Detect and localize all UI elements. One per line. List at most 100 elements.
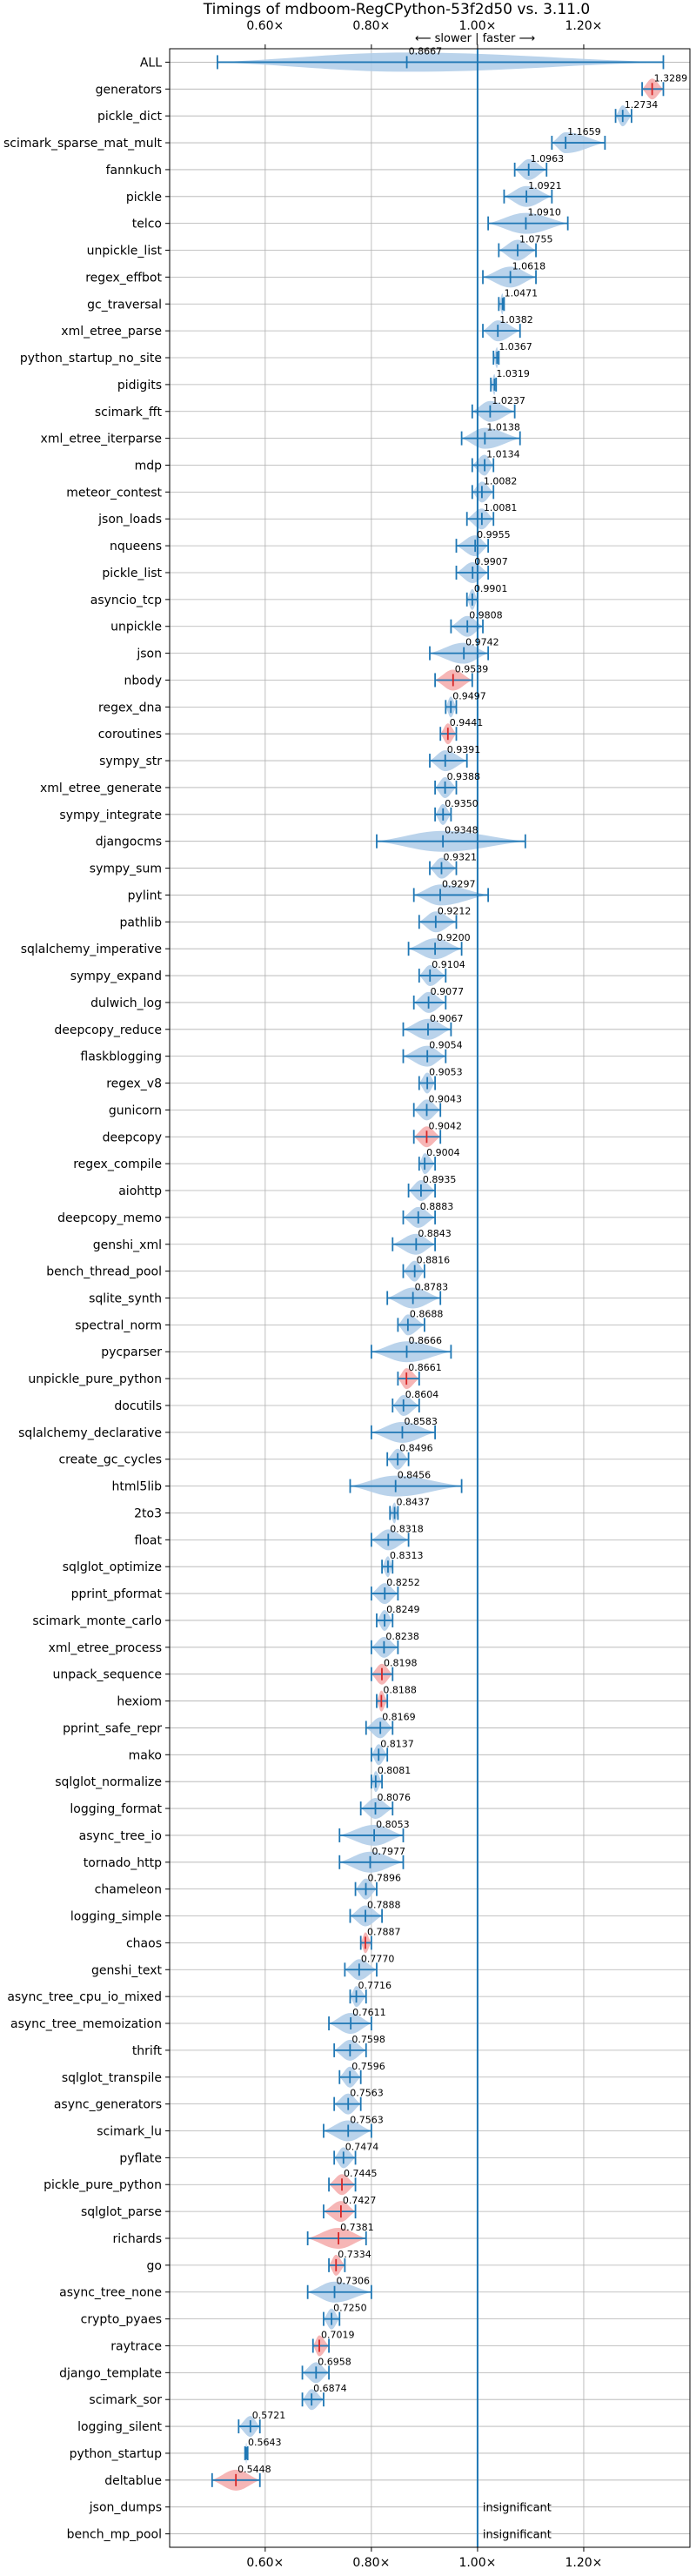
value-label-async_generators: 0.7563 [350, 2088, 384, 2099]
y-tick-label-logging_format: logging_format [70, 1802, 162, 1816]
x-tick-label-bottom: 1.00× [458, 2556, 496, 2570]
value-label-float: 0.8318 [390, 1523, 424, 1534]
y-tick-label-json_loads: json_loads [97, 513, 162, 527]
y-tick-label-python_startup: python_startup [70, 2447, 162, 2461]
y-tick-label-sympy_sum: sympy_sum [90, 862, 162, 876]
y-tick-label-scimark_fft: scimark_fft [95, 406, 163, 419]
y-tick-label-asyncio_tcp: asyncio_tcp [90, 594, 162, 607]
x-tick-label-bottom: 1.20× [566, 2556, 603, 2570]
y-tick-label-telco: telco [132, 218, 162, 231]
value-label-regex_compile: 0.9004 [426, 1147, 460, 1158]
y-tick-label-xml_etree_parse: xml_etree_parse [61, 325, 162, 339]
value-label-fannkuch: 1.0963 [531, 153, 565, 164]
value-label-gunicorn: 0.9043 [429, 1093, 463, 1104]
value-label-sqlite_synth: 0.8783 [415, 1282, 448, 1293]
value-label-xml_etree_generate: 0.9388 [447, 771, 481, 782]
y-tick-label-thrift: thrift [132, 2044, 163, 2058]
value-label-deepcopy_reduce: 0.9067 [430, 1013, 464, 1024]
value-label-scimark_sor: 0.6874 [313, 2383, 347, 2394]
value-label-meteor_contest: 1.0082 [484, 475, 518, 486]
x-tick-label-top: 1.00× [458, 19, 496, 33]
value-label-genshi_text: 0.7770 [361, 1953, 395, 1964]
value-label-deltablue: 0.5448 [238, 2464, 271, 2475]
y-tick-label-python_startup_no_site: python_startup_no_site [20, 352, 162, 366]
value-label-async_tree_io: 0.8053 [376, 1819, 410, 1830]
x-tick-label-top: 0.80× [352, 19, 390, 33]
value-label-ALL: 0.8667 [409, 45, 443, 57]
y-tick-label-scimark_lu: scimark_lu [97, 2125, 162, 2139]
value-label-sympy_expand: 0.9104 [432, 959, 465, 970]
y-tick-label-pyflate: pyflate [119, 2151, 162, 2165]
value-label-richards: 0.7381 [340, 2222, 374, 2233]
value-label-telco: 1.0910 [527, 207, 561, 218]
y-tick-label-unpickle: unpickle [110, 621, 162, 634]
y-tick-label-genshi_text: genshi_text [91, 1963, 163, 1977]
value-label-go: 0.7334 [338, 2249, 371, 2260]
y-tick-label-async_tree_io: async_tree_io [79, 1829, 162, 1843]
value-label-hexiom: 0.8188 [383, 1685, 417, 1696]
y-tick-label-async_tree_memoization: async_tree_memoization [10, 2017, 162, 2031]
y-tick-label-async_tree_cpu_io_mixed: async_tree_cpu_io_mixed [7, 1990, 162, 2004]
y-tick-label-unpack_sequence: unpack_sequence [53, 1668, 162, 1682]
value-label-html5lib: 0.8456 [398, 1470, 432, 1481]
value-label-pprint_safe_repr: 0.8169 [382, 1711, 416, 1722]
y-tick-label-hexiom: hexiom [117, 1695, 162, 1709]
value-label-sympy_integrate: 0.9350 [445, 798, 478, 809]
x-tick-label-bottom: 0.80× [352, 2556, 390, 2570]
insignificant-label-bench_mp_pool: insignificant [483, 2529, 552, 2542]
error-bars [211, 55, 665, 2487]
y-tick-label-coroutines: coroutines [98, 728, 162, 741]
value-label-scimark_lu: 0.7563 [350, 2115, 384, 2126]
value-label-regex_dna: 0.9497 [452, 690, 486, 701]
y-tick-label-aiohttp: aiohttp [118, 1184, 162, 1198]
y-tick-label-logging_silent: logging_silent [77, 2420, 162, 2434]
x-tick-label-bottom: 0.60× [246, 2556, 284, 2570]
value-label-coroutines: 0.9441 [450, 717, 484, 728]
y-tick-label-sqlglot_optimize: sqlglot_optimize [63, 1560, 162, 1574]
y-tick-label-regex_compile: regex_compile [73, 1157, 162, 1171]
value-label-pickle_dict: 1.2734 [625, 99, 659, 111]
value-label-xml_etree_parse: 1.0382 [499, 314, 533, 325]
y-tick-label-sympy_expand: sympy_expand [70, 969, 162, 983]
value-label-unpickle_list: 1.0755 [519, 234, 553, 245]
y-tick-label-pycparser: pycparser [101, 1345, 162, 1359]
value-label-unpickle: 0.9808 [469, 610, 503, 621]
value-label-xml_etree_process: 0.8238 [385, 1631, 419, 1642]
value-labels: 0.8667 1.3289 1.2734 1.1659 1.0963 1.0921 1.09… [238, 45, 687, 2541]
value-label-sqlglot_normalize: 0.8081 [378, 1765, 412, 1776]
y-tick-label-scimark_monte_carlo: scimark_monte_carlo [32, 1614, 162, 1628]
value-label-flaskblogging: 0.9054 [429, 1040, 463, 1051]
value-label-djangocms: 0.9348 [445, 825, 478, 836]
value-label-regex_effbot: 1.0618 [512, 260, 546, 272]
y-tick-label-pickle: pickle [126, 191, 162, 205]
value-label-deepcopy_memo: 0.8883 [420, 1201, 453, 1212]
y-tick-label-richards: richards [113, 2232, 163, 2246]
y-tick-label-sqlglot_transpile: sqlglot_transpile [62, 2071, 162, 2085]
value-label-thrift: 0.7598 [351, 2034, 385, 2045]
y-tick-label-pathlib: pathlib [120, 916, 163, 929]
value-label-django_template: 0.6958 [318, 2356, 351, 2367]
value-label-mako: 0.8137 [380, 1738, 414, 1749]
value-label-deepcopy: 0.9042 [428, 1120, 462, 1131]
value-label-pyflate: 0.7474 [345, 2141, 379, 2152]
y-tick-label-async_tree_none: async_tree_none [59, 2286, 162, 2300]
value-label-pickle: 1.0921 [528, 180, 562, 191]
value-label-pickle_list: 0.9907 [474, 556, 508, 567]
value-label-sqlglot_optimize: 0.8313 [390, 1550, 424, 1561]
y-tick-label-logging_simple: logging_simple [70, 1910, 162, 1924]
value-label-pathlib: 0.9212 [438, 905, 472, 916]
y-tick-label-raytrace: raytrace [110, 2339, 162, 2353]
y-tick-label-async_generators: async_generators [54, 2098, 162, 2112]
value-label-sympy_str: 0.9391 [447, 744, 481, 755]
value-label-spectral_norm: 0.8688 [410, 1308, 444, 1319]
y-tick-label-deepcopy: deepcopy [103, 1130, 162, 1144]
y-tick-label-mako: mako [129, 1748, 162, 1762]
value-label-logging_format: 0.8076 [378, 1792, 412, 1803]
value-label-docutils: 0.8604 [405, 1389, 439, 1400]
y-tick-label-pylint: pylint [128, 889, 163, 902]
value-label-pycparser: 0.8666 [409, 1335, 443, 1346]
y-tick-label-regex_dna: regex_dna [98, 701, 162, 714]
value-label-scimark_monte_carlo: 0.8249 [386, 1604, 420, 1615]
